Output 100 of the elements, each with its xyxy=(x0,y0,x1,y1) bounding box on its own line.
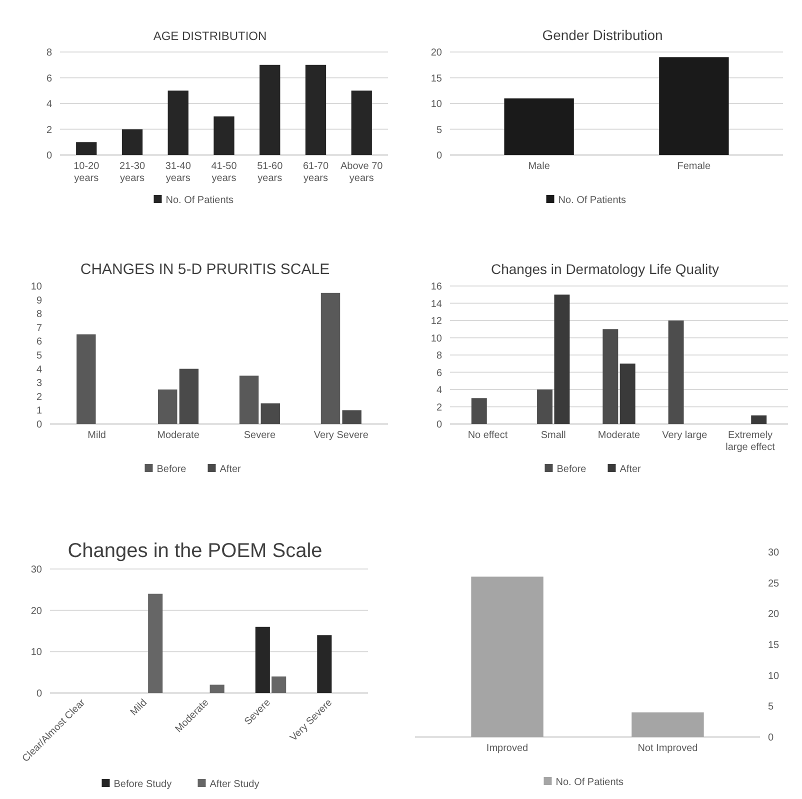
bar xyxy=(260,64,280,155)
y-tick-label: 6 xyxy=(46,73,52,84)
x-tick-label: Small xyxy=(540,430,566,441)
y-tick-label: 6 xyxy=(436,368,442,379)
y-tick-label: 1 xyxy=(36,406,42,417)
legend-label: No. Of Patients xyxy=(166,195,234,206)
bar xyxy=(342,410,362,424)
y-tick-label: 4 xyxy=(436,385,442,396)
bar xyxy=(210,684,224,693)
bar xyxy=(76,142,97,155)
y-tick-label: 2 xyxy=(36,392,42,403)
y-tick-label: 14 xyxy=(430,298,442,310)
bar xyxy=(471,398,487,424)
bar xyxy=(260,403,280,424)
x-tick-label: Moderate xyxy=(157,430,200,441)
x-tick-label: Very large xyxy=(662,430,708,441)
bar xyxy=(148,594,163,693)
y-tick-label: 12 xyxy=(430,316,442,327)
y-tick-label: 4 xyxy=(36,364,42,376)
y-tick-label: 8 xyxy=(436,350,442,362)
y-tick-label: 10 xyxy=(768,670,780,682)
legend-label: No. Of Patients xyxy=(556,777,624,788)
bar xyxy=(272,676,286,693)
y-tick-label: 9 xyxy=(36,295,42,306)
y-tick-label: 25 xyxy=(768,578,780,590)
legend-label: After xyxy=(620,464,642,475)
legend-label: Before xyxy=(556,464,587,475)
x-tick-label: Mild xyxy=(88,430,106,441)
legend-label: After xyxy=(220,464,242,475)
y-tick-label: 0 xyxy=(46,150,52,162)
x-tick-label: 21-30 years xyxy=(119,161,146,184)
x-tick-label: 31-40 years xyxy=(165,161,192,184)
x-tick-label: Very Severe xyxy=(314,430,369,441)
bar xyxy=(751,415,767,424)
y-tick-label: 0 xyxy=(36,688,42,700)
chart-title: CHANGES IN 5-D PRURITIS SCALE xyxy=(80,261,330,278)
bar xyxy=(76,334,96,424)
x-tick-label: Above 70 years xyxy=(340,161,384,184)
bar xyxy=(537,390,553,424)
bar xyxy=(351,90,372,155)
y-tick-label: 15 xyxy=(768,640,780,651)
chart-title: Changes in the POEM Scale xyxy=(68,540,322,562)
bar xyxy=(214,116,234,155)
x-tick-label: 41-50 years xyxy=(211,161,238,184)
y-tick-label: 10 xyxy=(430,99,442,110)
y-tick-label: 7 xyxy=(36,322,42,334)
y-tick-label: 30 xyxy=(768,548,780,558)
legend-label: Before Study xyxy=(114,779,172,790)
bar xyxy=(305,64,326,155)
y-tick-label: 6 xyxy=(36,336,42,348)
bar xyxy=(620,364,636,424)
y-tick-label: 10 xyxy=(30,282,42,292)
y-tick-label: 5 xyxy=(436,124,442,136)
legend-label: After Study xyxy=(210,779,260,790)
bar xyxy=(122,129,143,155)
x-tick-label: Moderate xyxy=(598,430,641,441)
y-tick-label: 8 xyxy=(36,309,42,320)
bar xyxy=(168,90,188,155)
x-tick-label: 51-60 years xyxy=(257,161,284,184)
y-tick-label: 10 xyxy=(30,647,42,658)
y-tick-label: 16 xyxy=(430,282,442,292)
bar xyxy=(179,368,199,424)
x-tick-label: Mild xyxy=(128,697,150,718)
y-tick-label: 10 xyxy=(430,333,442,344)
chart-title: AGE DISTRIBUTION xyxy=(153,29,267,43)
y-tick-label: 2 xyxy=(436,402,442,414)
legend-label: No. Of Patients xyxy=(558,195,626,206)
chart-title: Changes in Dermatology Life Quality xyxy=(490,261,720,277)
y-tick-label: 4 xyxy=(46,99,52,110)
legend-label: Before xyxy=(156,464,187,475)
x-tick-label: Female xyxy=(677,161,712,172)
x-tick-label: No effect xyxy=(468,430,508,441)
y-tick-label: 2 xyxy=(46,124,52,136)
x-tick-label: Extremely large effect xyxy=(726,430,776,453)
bar xyxy=(239,376,259,424)
y-tick-label: 20 xyxy=(430,48,442,58)
y-tick-label: 30 xyxy=(30,564,42,576)
x-tick-label: Improved xyxy=(486,743,528,754)
y-tick-label: 3 xyxy=(36,378,42,390)
y-tick-label: 15 xyxy=(430,73,442,84)
bar xyxy=(668,320,684,424)
bar xyxy=(602,329,618,424)
y-tick-label: 0 xyxy=(36,420,42,430)
bar xyxy=(255,626,270,693)
x-tick-label: Male xyxy=(528,161,550,172)
y-tick-label: 0 xyxy=(768,732,774,744)
y-tick-label: 8 xyxy=(46,48,52,58)
x-tick-label: Severe xyxy=(244,430,276,441)
y-tick-label: 20 xyxy=(768,609,780,620)
x-tick-label: 10-20 years xyxy=(74,161,100,184)
y-tick-label: 0 xyxy=(436,150,442,162)
bar xyxy=(317,635,332,693)
y-tick-label: 5 xyxy=(36,350,42,362)
bar xyxy=(320,292,340,424)
y-tick-label: 20 xyxy=(30,606,42,617)
bar xyxy=(554,294,570,424)
x-tick-label: Not Improved xyxy=(638,743,698,754)
y-tick-label: 5 xyxy=(768,702,774,713)
x-tick-label: 61-70 years xyxy=(302,161,329,184)
y-tick-label: 0 xyxy=(436,420,442,430)
